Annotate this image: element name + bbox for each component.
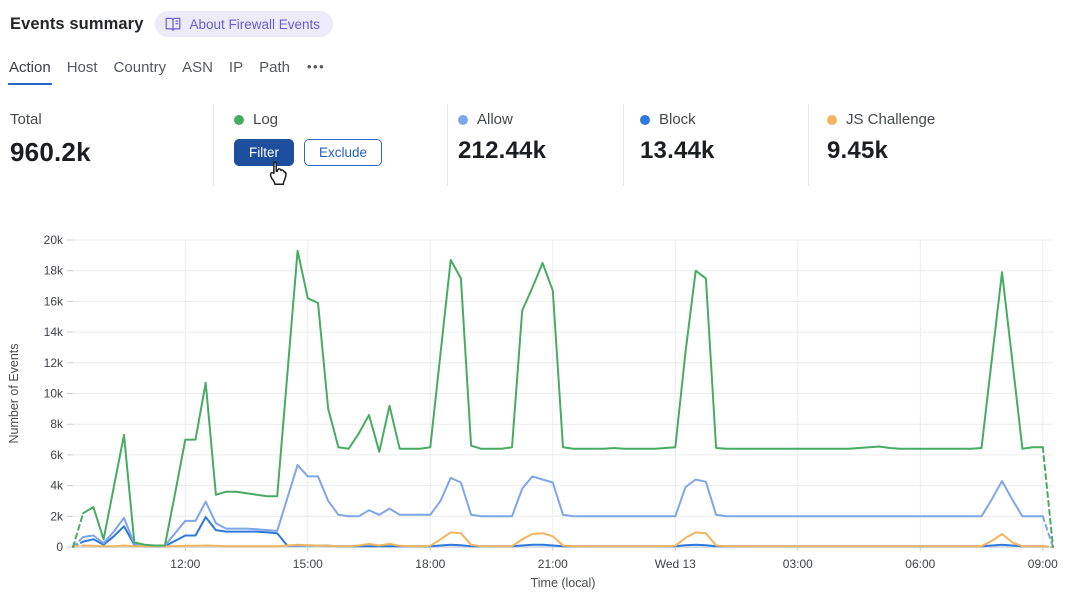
series-line-js-challenge[interactable] <box>82 531 1044 548</box>
series-dashed-tail-js-challenge[interactable] <box>1041 545 1054 548</box>
tab-path[interactable]: Path <box>259 59 290 76</box>
exclude-button[interactable]: Exclude <box>304 139 383 166</box>
stat-card-block: Block 13.44k <box>623 104 808 186</box>
allow-value: 212.44k <box>458 137 547 164</box>
y-tick-label: 10k <box>44 387 64 401</box>
book-icon <box>165 17 181 31</box>
series-line-allow[interactable] <box>82 463 1044 547</box>
y-tick-label: 8k <box>50 417 64 431</box>
stat-card-js-challenge: JS Challenge 9.45k <box>808 104 1068 186</box>
y-tick-label: 16k <box>44 294 64 308</box>
stats-row: Total 960.2k Log Filter Exclude Allow 21… <box>0 104 1068 186</box>
stat-card-allow: Allow 212.44k <box>447 104 623 186</box>
series-dashed-head-js-challenge[interactable] <box>72 544 85 548</box>
x-tick-label: 03:00 <box>783 557 813 571</box>
stat-card-total: Total 960.2k <box>0 104 213 186</box>
stat-card-log: Log Filter Exclude <box>213 104 447 186</box>
x-tick-label: 09:00 <box>1028 557 1058 571</box>
tab-bar: Action Host Country ASN IP Path ••• <box>8 57 327 85</box>
log-label: Log <box>253 111 279 128</box>
y-tick-label: 12k <box>44 356 64 370</box>
y-tick-label: 20k <box>44 233 64 247</box>
allow-legend-dot <box>458 114 468 125</box>
y-tick-label: 6k <box>50 448 64 462</box>
total-value: 960.2k <box>10 137 91 167</box>
block-legend-dot <box>640 114 650 125</box>
allow-label: Allow <box>477 111 513 128</box>
y-tick-label: 18k <box>44 264 64 278</box>
js-challenge-label: JS Challenge <box>846 111 936 128</box>
filter-button[interactable]: Filter <box>234 139 294 166</box>
x-tick-label: 06:00 <box>905 557 935 571</box>
events-chart[interactable]: 0 2k 4k 6k 8k 10k 12k 14k 16k 18k 20k 12:00 15:00 18:… <box>0 230 1068 598</box>
x-tick-label: 18:00 <box>415 557 445 571</box>
tab-asn[interactable]: ASN <box>182 59 213 76</box>
y-tick-label: 4k <box>50 479 64 493</box>
series-dashed-tail-allow[interactable] <box>1041 515 1054 548</box>
y-tick-label: 0 <box>56 540 63 554</box>
block-label: Block <box>659 111 696 128</box>
x-tick-label: 12:00 <box>170 557 200 571</box>
x-tick-label: Wed 13 <box>655 557 696 571</box>
tab-action[interactable]: Action <box>8 57 52 85</box>
y-tick-label: 14k <box>44 325 64 339</box>
about-firewall-events-badge[interactable]: About Firewall Events <box>155 11 334 37</box>
x-tick-label: 15:00 <box>293 557 323 571</box>
js-challenge-legend-dot <box>827 114 837 125</box>
page-title: Events summary <box>10 14 144 33</box>
header: Events summary About Firewall Events <box>10 11 334 37</box>
series-dashed-tail-log[interactable] <box>1041 446 1054 548</box>
series-dashed-head-log[interactable] <box>72 512 85 548</box>
y-tick-label: 2k <box>50 509 64 523</box>
y-axis-title: Number of Events <box>7 343 21 443</box>
tabs-more-button[interactable]: ••• <box>306 59 326 74</box>
js-challenge-value: 9.45k <box>827 137 889 164</box>
events-chart-canvas[interactable]: 0 2k 4k 6k 8k 10k 12k 14k 16k 18k 20k 12:00 15:00 18:… <box>0 230 1068 598</box>
series-line-block[interactable] <box>82 516 1044 548</box>
tab-host[interactable]: Host <box>66 59 98 76</box>
total-label: Total <box>10 111 42 128</box>
about-badge-label: About Firewall Events <box>189 16 321 32</box>
x-tick-label: 21:00 <box>538 557 568 571</box>
x-axis-title: Time (local) <box>531 576 596 590</box>
tab-country[interactable]: Country <box>113 59 167 76</box>
block-value: 13.44k <box>640 137 715 164</box>
series-line-log[interactable] <box>82 249 1044 547</box>
tab-ip[interactable]: IP <box>228 59 244 76</box>
log-legend-dot <box>234 114 244 125</box>
